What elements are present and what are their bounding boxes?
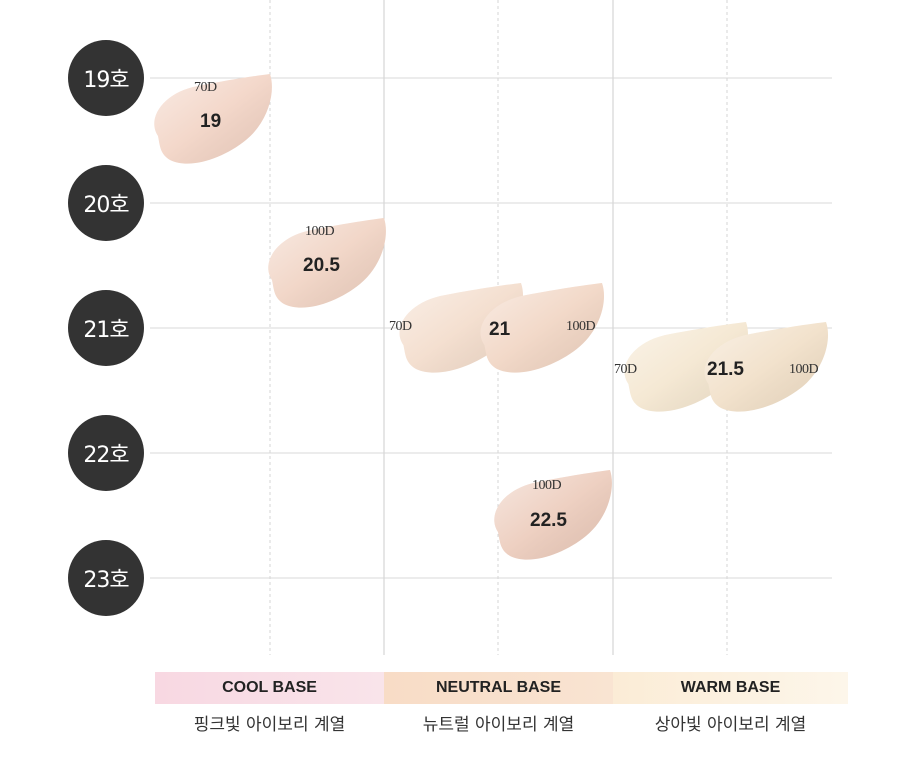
shade-21-number: 21 bbox=[489, 319, 511, 340]
swatch-19 bbox=[154, 74, 272, 164]
shade-20-5-number: 20.5 bbox=[303, 255, 340, 276]
shade-22-5-number: 22.5 bbox=[530, 510, 567, 531]
neutral-base-title: NEUTRAL BASE bbox=[435, 679, 562, 696]
swatch-21-100d bbox=[480, 283, 605, 373]
shade-21-5-variant-left: 70D bbox=[614, 362, 637, 377]
level-22: 22호 bbox=[68, 415, 144, 491]
level-23: 23호 bbox=[68, 540, 144, 616]
shade-21-5-variant-right: 100D bbox=[789, 362, 819, 377]
shade-19-number: 19 bbox=[200, 111, 222, 132]
cool-base-title: COOL BASE bbox=[222, 679, 317, 696]
shade-21-5-number: 21.5 bbox=[707, 359, 744, 380]
neutral-base-band: NEUTRAL BASE bbox=[384, 672, 613, 704]
warm-base-band: WARM BASE bbox=[613, 672, 848, 704]
swatch-22-5 bbox=[494, 470, 612, 560]
shade-19-variant: 70D bbox=[194, 80, 217, 95]
shade-22-5-variant: 100D bbox=[532, 478, 562, 493]
swatch-20-5 bbox=[268, 218, 386, 308]
warm-base-title: WARM BASE bbox=[680, 679, 781, 696]
shade-21-variant-left: 70D bbox=[389, 319, 412, 334]
shade-20-5-variant: 100D bbox=[305, 224, 335, 239]
warm-base-subtitle: 상아빛 아이보리 계열 bbox=[654, 715, 807, 735]
level-21: 21호 bbox=[68, 290, 144, 366]
level-19: 19호 bbox=[68, 40, 144, 116]
cool-base-subtitle: 핑크빛 아이보리 계열 bbox=[193, 715, 346, 735]
cool-base-band: COOL BASE bbox=[155, 672, 384, 704]
level-20: 20호 bbox=[68, 165, 144, 241]
swatch-21-5-100d bbox=[704, 322, 829, 412]
neutral-base-subtitle: 뉴트럴 아이보리 계열 bbox=[422, 715, 575, 735]
shade-21-variant-right: 100D bbox=[566, 319, 596, 334]
